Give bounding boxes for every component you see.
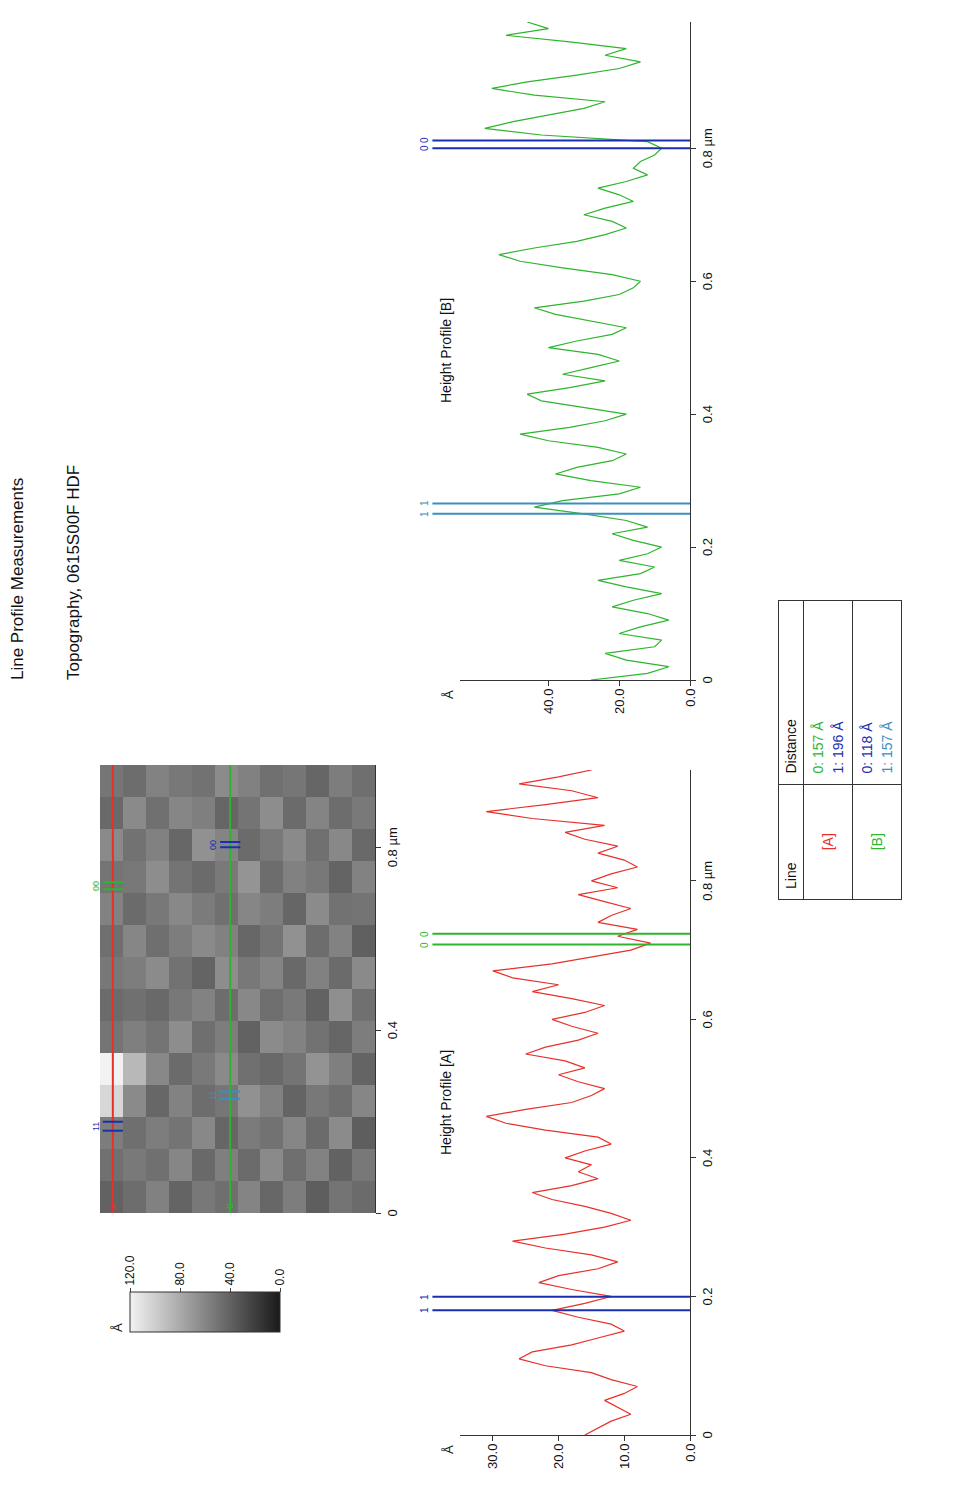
svg-text:11: 11: [208, 1091, 218, 1100]
svg-text:0.4: 0.4: [385, 1021, 400, 1039]
svg-text:0: 0: [385, 1209, 400, 1216]
svg-text:Å: Å: [110, 1323, 125, 1332]
html-text:0: 118 Å: 0: 118 Å: [859, 722, 875, 774]
html-text:1: 157 Å: 1: 157 Å: [879, 721, 895, 774]
svg-text:0: 0: [419, 942, 430, 948]
svg-text:0.4: 0.4: [700, 1149, 715, 1167]
html-text:[A]: [A]: [820, 833, 836, 851]
svg-text:11: 11: [91, 1122, 101, 1131]
html-text:Line Profile Measurements: Line Profile Measurements: [8, 477, 27, 680]
html-text:[B]: [B]: [869, 833, 885, 851]
svg-text:1: 1: [419, 511, 430, 517]
svg-text:0.4: 0.4: [700, 405, 715, 423]
svg-text:Height Profile [A]: Height Profile [A]: [438, 1050, 454, 1155]
svg-text:0.2: 0.2: [700, 1287, 715, 1305]
html-text:Line: Line: [783, 862, 799, 889]
svg-text:0: 0: [700, 676, 715, 683]
svg-text:0.0: 0.0: [273, 1269, 287, 1286]
svg-text:0: 0: [700, 1431, 715, 1438]
svg-text:1: 1: [419, 1307, 430, 1313]
svg-text:1: 1: [419, 500, 430, 506]
svg-text:0: 0: [419, 145, 430, 151]
svg-text:80.0: 80.0: [173, 1262, 187, 1286]
svg-text:B: B: [225, 1203, 235, 1209]
svg-text:0.2: 0.2: [700, 538, 715, 556]
svg-text:0.6: 0.6: [700, 272, 715, 290]
svg-text:1: 1: [419, 1294, 430, 1300]
html-text:Topography, 0615S00F HDF: Topography, 0615S00F HDF: [64, 464, 83, 680]
svg-text:0.0: 0.0: [683, 1444, 698, 1462]
svg-text:Height Profile [B]: Height Profile [B]: [438, 298, 454, 403]
svg-text:10.0: 10.0: [617, 1444, 632, 1469]
svg-text:0.6: 0.6: [700, 1010, 715, 1028]
svg-text:0.8 µm: 0.8 µm: [700, 128, 715, 168]
svg-text:0: 0: [419, 931, 430, 937]
svg-text:0: 0: [419, 137, 430, 143]
svg-text:00: 00: [91, 881, 101, 891]
svg-text:20.0: 20.0: [612, 689, 627, 714]
svg-text:0.0: 0.0: [683, 689, 698, 707]
svg-text:0.8 µm: 0.8 µm: [700, 861, 715, 901]
svg-text:40.0: 40.0: [223, 1262, 237, 1286]
html-text:1: 196 Å: 1: 196 Å: [830, 721, 846, 774]
svg-text:30.0: 30.0: [485, 1444, 500, 1469]
html-text:Distance: Distance: [783, 719, 799, 774]
svg-text:00: 00: [208, 840, 218, 850]
svg-text:40.0: 40.0: [541, 689, 556, 714]
svg-text:Å: Å: [441, 1445, 456, 1454]
svg-text:A: A: [108, 1203, 118, 1209]
svg-text:20.0: 20.0: [551, 1444, 566, 1469]
svg-text:120.0: 120.0: [123, 1255, 137, 1285]
svg-text:0.8 µm: 0.8 µm: [385, 827, 400, 867]
svg-text:Å: Å: [441, 690, 456, 699]
html-text:0: 157 Å: 0: 157 Å: [810, 721, 826, 774]
